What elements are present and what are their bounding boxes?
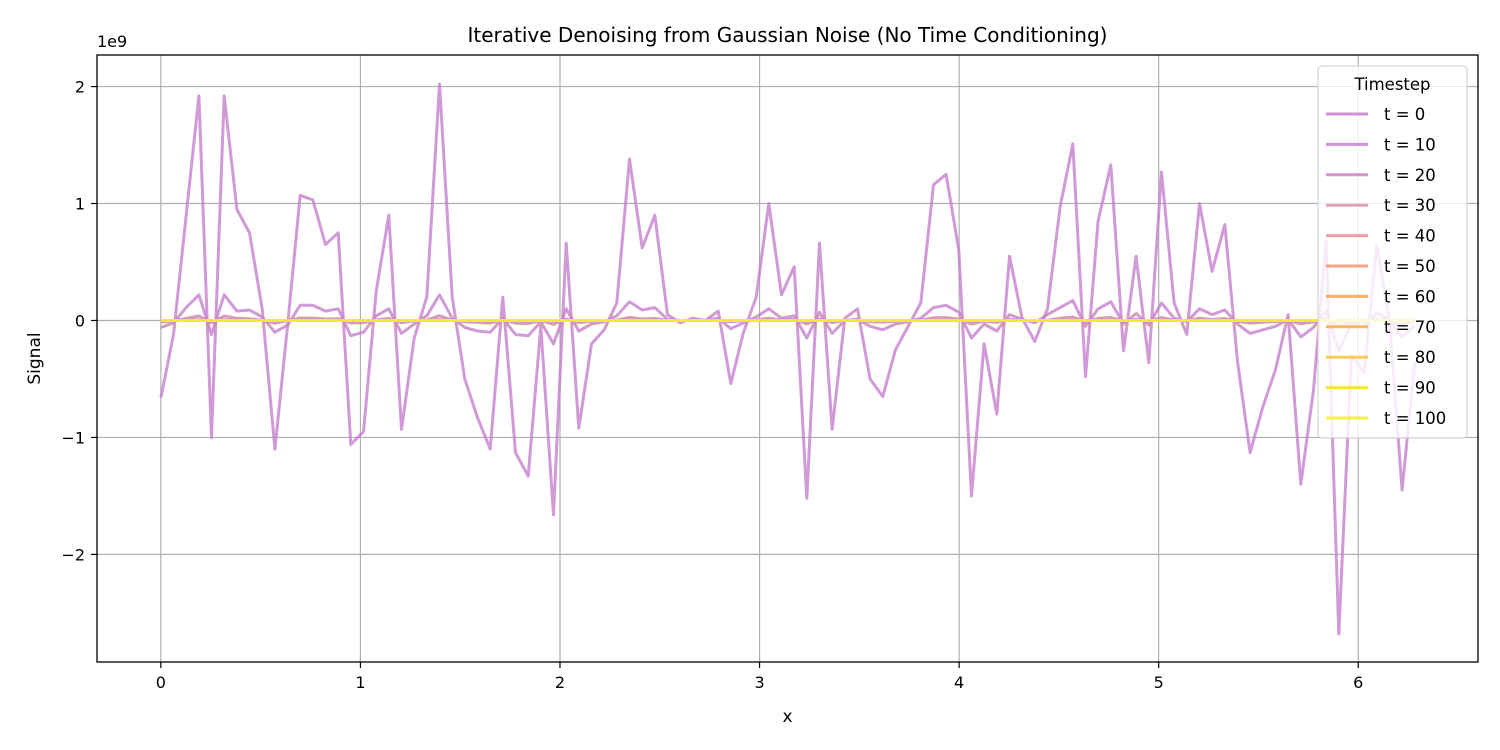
x-axis-title: x (782, 707, 792, 727)
legend-item: t = 60 (1326, 287, 1436, 306)
legend-item: t = 100 (1326, 409, 1446, 428)
x-tick-label: 3 (754, 673, 764, 692)
series-line (159, 82, 1417, 636)
legend-label: t = 70 (1384, 318, 1436, 337)
legend-item: t = 0 (1326, 105, 1425, 124)
legend-label: t = 10 (1384, 135, 1436, 154)
legend-label: t = 90 (1384, 379, 1436, 398)
legend-title: Timestep (1353, 75, 1430, 94)
legend-label: t = 0 (1384, 105, 1425, 124)
y-tick-label: −2 (61, 545, 85, 564)
y-tick-label: 0 (75, 311, 85, 330)
legend-label: t = 30 (1384, 196, 1436, 215)
legend-items: t = 0 t = 10 t = 20 t = 30 t = 40 t = 50 t = 6… (1326, 105, 1446, 428)
x-tick-label: 0 (156, 673, 166, 692)
x-tick-label: 2 (555, 673, 565, 692)
legend-item: t = 80 (1326, 348, 1436, 367)
legend-item: t = 20 (1326, 166, 1436, 185)
y-tick-label: 1 (75, 195, 85, 214)
y-tick-label: 2 (75, 78, 85, 97)
legend-item: t = 50 (1326, 257, 1436, 276)
legend-box (1317, 65, 1468, 439)
x-tick-label: 4 (954, 673, 964, 692)
legend-item: t = 30 (1326, 196, 1436, 215)
legend-item: t = 10 (1326, 135, 1436, 154)
legend-label: t = 40 (1384, 227, 1436, 246)
x-tick-label: 6 (1353, 673, 1363, 692)
plot-frame (96, 54, 1479, 663)
y-axis-title: Signal (25, 332, 45, 384)
ticks: 0 1 2 3 4 5 6 −2 −1 0 1 2 (61, 78, 1363, 692)
axis-offset-label: 1e9 (97, 32, 127, 51)
legend-item: t = 70 (1326, 318, 1436, 337)
y-tick-label: −1 (61, 428, 85, 447)
legend-item: t = 90 (1326, 379, 1436, 398)
x-tick-label: 5 (1154, 673, 1164, 692)
legend-label: t = 50 (1384, 257, 1436, 276)
legend-label: t = 100 (1384, 409, 1446, 428)
legend-item: t = 40 (1326, 227, 1436, 246)
series-group (159, 82, 1417, 636)
x-tick-label: 1 (355, 673, 365, 692)
chart-title: Iterative Denoising from Gaussian Noise … (468, 23, 1108, 47)
legend-label: t = 80 (1384, 348, 1436, 367)
legend-label: t = 20 (1384, 166, 1436, 185)
legend-label: t = 60 (1384, 287, 1436, 306)
series-line (160, 293, 1416, 353)
legend: Timestep t = 0t = 10t = 20t = 30t = 40t … (1317, 65, 1468, 439)
